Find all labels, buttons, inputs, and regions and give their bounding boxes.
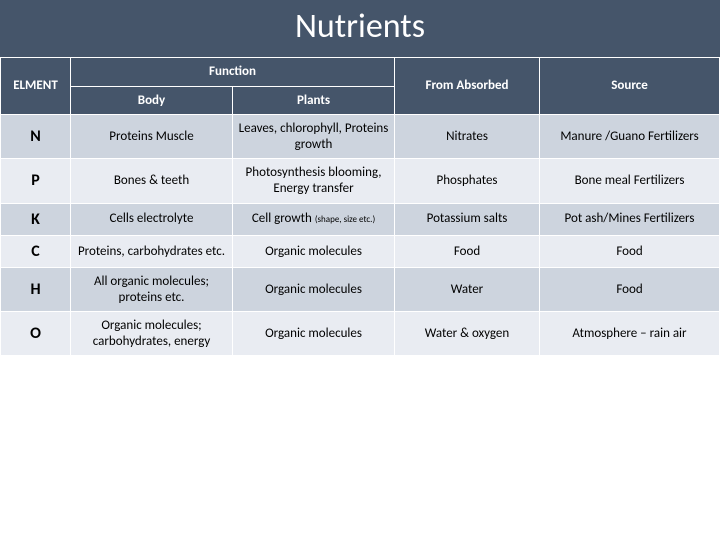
table-row: K Cells electrolyte Cell growth (shape, … xyxy=(1,203,720,235)
cell-absorbed: Potassium salts xyxy=(395,203,540,235)
cell-plants: Cell growth (shape, size etc.) xyxy=(233,203,395,235)
cell-body: All organic molecules; proteins etc. xyxy=(71,267,233,311)
cell-body: Proteins, carbohydrates etc. xyxy=(71,235,233,267)
header-source: Source xyxy=(540,58,720,115)
cell-absorbed: Food xyxy=(395,235,540,267)
cell-element: N xyxy=(1,115,71,159)
cell-plants: Leaves, chlorophyll, Proteins growth xyxy=(233,115,395,159)
header-absorbed: From Absorbed xyxy=(395,58,540,115)
cell-plants-note: (shape, size etc.) xyxy=(315,214,375,225)
cell-element: P xyxy=(1,159,71,203)
page-title: Nutrients xyxy=(0,0,720,57)
cell-body: Bones & teeth xyxy=(71,159,233,203)
cell-source: Food xyxy=(540,235,720,267)
cell-plants: Organic molecules xyxy=(233,235,395,267)
header-body: Body xyxy=(71,86,233,115)
nutrients-table: ELMENT Function From Absorbed Source Bod… xyxy=(0,57,720,356)
cell-body: Proteins Muscle xyxy=(71,115,233,159)
table-row: N Proteins Muscle Leaves, chlorophyll, P… xyxy=(1,115,720,159)
cell-plants-prefix: Cell growth xyxy=(252,211,315,226)
table-row: P Bones & teeth Photosynthesis blooming,… xyxy=(1,159,720,203)
table-row: O Organic molecules; carbohydrates, ener… xyxy=(1,312,720,356)
cell-source: Atmosphere – rain air xyxy=(540,312,720,356)
cell-absorbed: Phosphates xyxy=(395,159,540,203)
cell-element: O xyxy=(1,312,71,356)
cell-body: Cells electrolyte xyxy=(71,203,233,235)
cell-plants: Organic molecules xyxy=(233,267,395,311)
cell-element: H xyxy=(1,267,71,311)
header-element: ELMENT xyxy=(1,58,71,115)
cell-element: K xyxy=(1,203,71,235)
header-plants: Plants xyxy=(233,86,395,115)
cell-absorbed: Nitrates xyxy=(395,115,540,159)
cell-absorbed: Water & oxygen xyxy=(395,312,540,356)
cell-plants: Photosynthesis blooming, Energy transfer xyxy=(233,159,395,203)
cell-absorbed: Water xyxy=(395,267,540,311)
cell-source: Food xyxy=(540,267,720,311)
table-row: H All organic molecules; proteins etc. O… xyxy=(1,267,720,311)
cell-source: Pot ash/Mines Fertilizers xyxy=(540,203,720,235)
cell-source: Bone meal Fertilizers xyxy=(540,159,720,203)
header-function: Function xyxy=(71,58,395,87)
cell-plants: Organic molecules xyxy=(233,312,395,356)
cell-source: Manure /Guano Fertilizers xyxy=(540,115,720,159)
table-row: C Proteins, carbohydrates etc. Organic m… xyxy=(1,235,720,267)
cell-body: Organic molecules; carbohydrates, energy xyxy=(71,312,233,356)
cell-element: C xyxy=(1,235,71,267)
